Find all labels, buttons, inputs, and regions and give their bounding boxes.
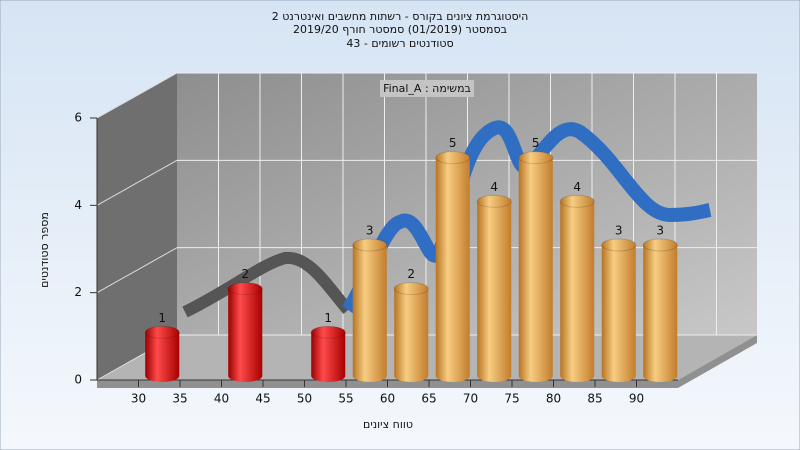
bar-top (559, 194, 595, 208)
bar (144, 325, 180, 382)
bar-body (311, 332, 346, 382)
bar-top (144, 325, 180, 339)
x-tick-label: 35 (172, 392, 187, 406)
bar-top (310, 325, 346, 339)
x-tick-label: 75 (504, 392, 519, 406)
bar-top (476, 194, 512, 208)
ribbon-gray (182, 251, 353, 318)
x-tick-label: 40 (214, 392, 229, 406)
bar-body (518, 157, 553, 382)
y-tick-label: 0 (74, 373, 82, 387)
x-tick-label: 60 (380, 392, 395, 406)
bar-top (435, 151, 471, 165)
bar-top (601, 238, 637, 252)
bar-body (352, 245, 387, 382)
x-tick-label: 85 (587, 392, 602, 406)
bar (435, 151, 471, 382)
value-label: 1 (158, 311, 166, 325)
value-label: 2 (407, 267, 415, 281)
bar (310, 325, 346, 382)
y-tick-label: 2 (74, 285, 82, 299)
title-line: היסטוגרמת ציונים בקורס - רשתות מחשבים וא… (272, 10, 529, 23)
y-tick-label: 6 (74, 111, 82, 125)
bar (476, 194, 512, 382)
ribbon-blue (342, 120, 712, 314)
bar-body (394, 288, 429, 382)
x-tick-label: 50 (297, 392, 312, 406)
bar-top (642, 238, 678, 252)
value-label: 5 (532, 136, 540, 150)
x-tick-label: 65 (421, 392, 436, 406)
bar-body (601, 245, 636, 382)
bar-body (477, 201, 512, 382)
value-label: 5 (449, 136, 457, 150)
bar (227, 282, 263, 382)
x-tick-label: 80 (546, 392, 561, 406)
y-tick-label: 4 (74, 198, 82, 212)
value-label: 4 (490, 180, 498, 194)
bar-body (643, 245, 678, 382)
x-tick-label: 30 (131, 392, 146, 406)
bar (559, 194, 595, 382)
value-label: 4 (573, 180, 581, 194)
bar-top (352, 238, 388, 252)
annotation: במשימה : Final_A (383, 82, 471, 95)
value-label: 2 (241, 267, 249, 281)
x-tick-label: 70 (463, 392, 478, 406)
y-axis-label: מספר סטודנטים (38, 212, 51, 288)
value-label: 3 (656, 224, 664, 238)
annotation-box (380, 80, 474, 97)
grid-line (96, 159, 178, 206)
bar (352, 238, 388, 382)
bar (601, 238, 637, 382)
x-tick-label: 55 (338, 392, 353, 406)
bar-top (393, 282, 429, 296)
value-label: 3 (615, 224, 623, 238)
value-label: 3 (366, 224, 374, 238)
x-tick-label: 90 (629, 392, 644, 406)
value-label: 1 (324, 311, 332, 325)
grid-line (96, 247, 178, 294)
bar-top (518, 151, 554, 165)
floor-edge (97, 335, 757, 388)
bar (642, 238, 678, 382)
grid-line (96, 72, 178, 119)
bar (393, 282, 429, 382)
bar-body (435, 157, 470, 382)
bar (518, 151, 554, 382)
bar-body (145, 332, 180, 382)
x-tick-label: 45 (255, 392, 270, 406)
bar-top (227, 282, 263, 296)
bar-body (228, 288, 263, 382)
left-wall (97, 73, 177, 380)
bar-body (560, 201, 595, 382)
title-line: בסמסטר (01/2019) סמסטר חורף 2019/20 (293, 23, 507, 36)
title-line: סטודנטים רשומים - 43 (346, 37, 453, 50)
x-axis-label: טווח ציונים (363, 418, 413, 431)
